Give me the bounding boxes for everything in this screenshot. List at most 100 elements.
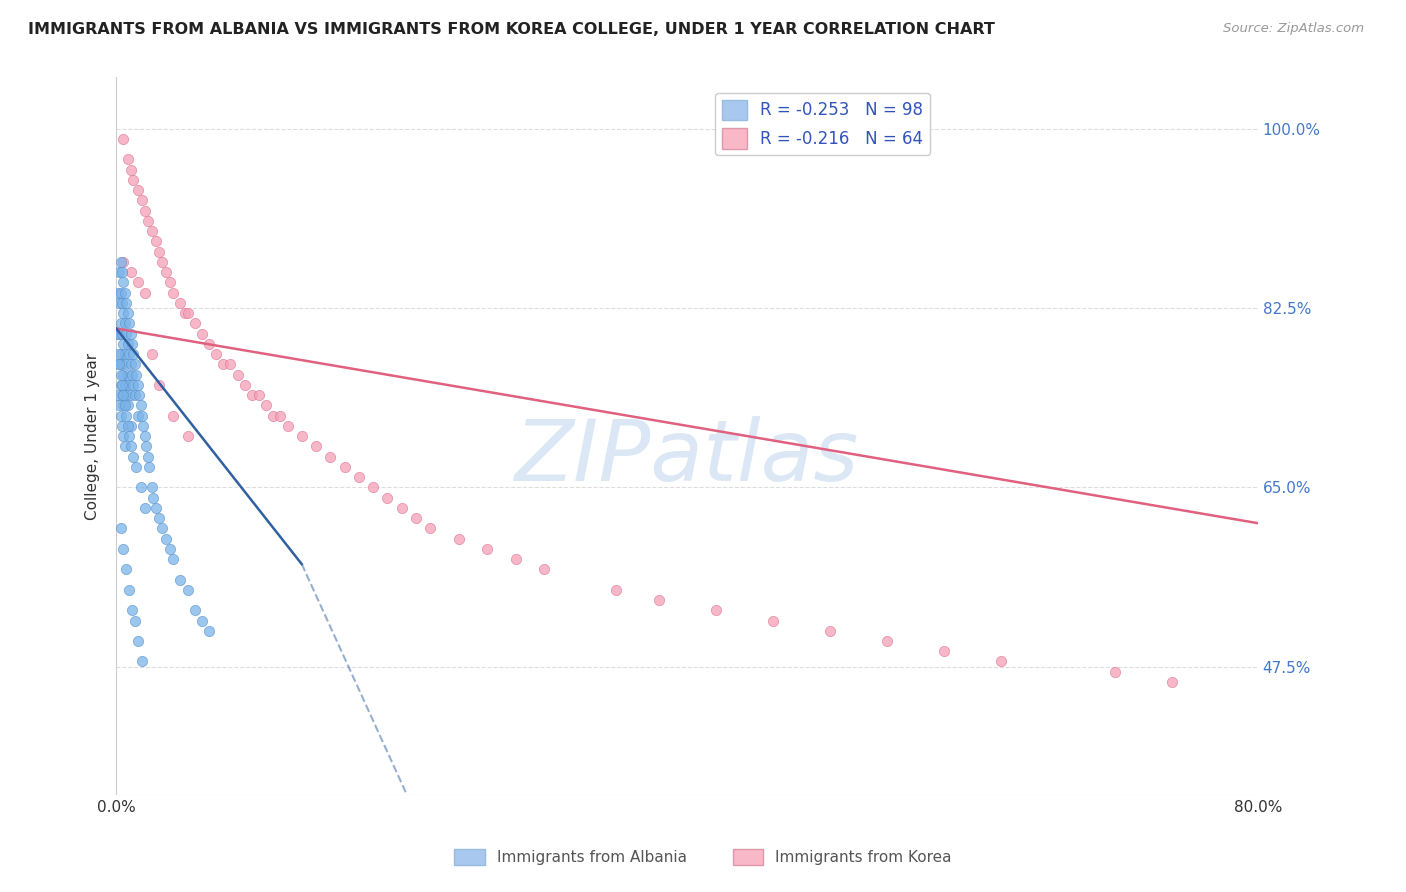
Point	[114, 377, 136, 392]
Point	[111, 418, 134, 433]
Point	[134, 203, 156, 218]
Point	[647, 593, 669, 607]
Point	[184, 603, 207, 617]
Point	[120, 326, 142, 341]
Point	[138, 459, 160, 474]
Point	[120, 418, 142, 433]
Point	[111, 296, 134, 310]
Point	[117, 418, 139, 433]
Point	[114, 285, 136, 300]
Point	[505, 552, 527, 566]
Point	[115, 562, 138, 576]
Point	[124, 388, 146, 402]
Point	[121, 336, 143, 351]
Point	[198, 624, 221, 638]
Point	[148, 244, 170, 259]
Point	[122, 450, 145, 464]
Legend: R = -0.253   N = 98, R = -0.216   N = 64: R = -0.253 N = 98, R = -0.216 N = 64	[716, 93, 929, 155]
Point	[128, 388, 150, 402]
Point	[162, 409, 184, 423]
Point	[162, 285, 184, 300]
Point	[118, 377, 141, 392]
Point	[112, 429, 135, 443]
Point	[219, 357, 242, 371]
Point	[135, 439, 157, 453]
Point	[120, 265, 142, 279]
Point	[110, 377, 132, 392]
Point	[108, 326, 131, 341]
Point	[129, 480, 152, 494]
Point	[117, 336, 139, 351]
Point	[191, 326, 214, 341]
Point	[150, 521, 173, 535]
Point	[159, 276, 181, 290]
Point	[169, 296, 191, 310]
Point	[112, 276, 135, 290]
Point	[141, 347, 163, 361]
Point	[111, 377, 134, 392]
Point	[419, 521, 441, 535]
Point	[762, 614, 785, 628]
Point	[150, 255, 173, 269]
Point	[276, 418, 298, 433]
Point	[112, 398, 135, 412]
Point	[108, 357, 131, 371]
Point	[148, 511, 170, 525]
Point	[226, 368, 249, 382]
Point	[233, 377, 256, 392]
Point	[111, 357, 134, 371]
Point	[876, 634, 898, 648]
Point	[110, 255, 132, 269]
Point	[391, 500, 413, 515]
Point	[184, 317, 207, 331]
Point	[117, 306, 139, 320]
Point	[148, 377, 170, 392]
Point	[111, 326, 134, 341]
Point	[990, 655, 1012, 669]
Point	[111, 388, 134, 402]
Point	[108, 398, 131, 412]
Point	[125, 459, 148, 474]
Point	[136, 450, 159, 464]
Point	[110, 285, 132, 300]
Point	[127, 634, 149, 648]
Legend: Immigrants from Albania, Immigrants from Korea: Immigrants from Albania, Immigrants from…	[449, 843, 957, 871]
Point	[173, 306, 195, 320]
Point	[122, 377, 145, 392]
Point	[120, 439, 142, 453]
Point	[1104, 665, 1126, 679]
Point	[447, 532, 470, 546]
Point	[262, 409, 284, 423]
Point	[605, 582, 627, 597]
Point	[818, 624, 841, 638]
Point	[141, 480, 163, 494]
Point	[127, 377, 149, 392]
Point	[120, 388, 142, 402]
Point	[108, 357, 131, 371]
Point	[198, 336, 221, 351]
Point	[110, 317, 132, 331]
Point	[305, 439, 328, 453]
Point	[118, 582, 141, 597]
Point	[269, 409, 291, 423]
Point	[107, 326, 129, 341]
Point	[932, 644, 955, 658]
Point	[115, 409, 138, 423]
Point	[117, 368, 139, 382]
Point	[120, 357, 142, 371]
Point	[134, 429, 156, 443]
Point	[124, 357, 146, 371]
Point	[134, 500, 156, 515]
Point	[125, 368, 148, 382]
Point	[115, 296, 138, 310]
Point	[132, 418, 155, 433]
Point	[361, 480, 384, 494]
Point	[108, 296, 131, 310]
Point	[254, 398, 277, 412]
Point	[107, 285, 129, 300]
Point	[162, 552, 184, 566]
Point	[118, 347, 141, 361]
Text: IMMIGRANTS FROM ALBANIA VS IMMIGRANTS FROM KOREA COLLEGE, UNDER 1 YEAR CORRELATI: IMMIGRANTS FROM ALBANIA VS IMMIGRANTS FR…	[28, 22, 995, 37]
Point	[112, 132, 135, 146]
Point	[121, 603, 143, 617]
